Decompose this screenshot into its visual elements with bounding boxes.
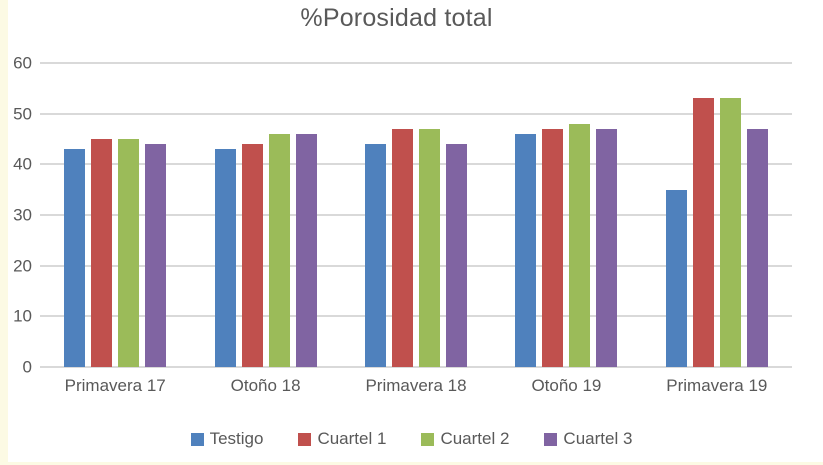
bar-cuartel-2-otoño-19 (569, 123, 591, 367)
legend-item-cuartel-1: Cuartel 1 (298, 429, 386, 449)
legend: Testigo Cuartel 1 Cuartel 2 Cuartel 3 (0, 429, 823, 449)
legend-label-cuartel-3: Cuartel 3 (563, 429, 633, 448)
y-axis: 0 10 20 30 40 50 60 (0, 55, 32, 376)
legend-swatch-cuartel-2 (421, 432, 435, 446)
bar-cuartel-3-otoño-18 (295, 133, 317, 367)
bar-cuartel-3-primavera-19 (746, 128, 768, 367)
y-tick-label-60: 60 (13, 53, 32, 73)
gridline-10 (40, 315, 792, 318)
y-tick-label-20: 20 (13, 256, 32, 276)
bar-cuartel-2-primavera-17 (118, 139, 140, 367)
gridline-0 (40, 366, 792, 368)
gridline-60 (40, 62, 792, 64)
y-tick-label-50: 50 (13, 104, 32, 124)
legend-swatch-testigo (190, 432, 204, 446)
legend-label-cuartel-1: Cuartel 1 (317, 429, 387, 448)
legend-item-testigo: Testigo (190, 429, 264, 449)
worksheet-edge-left (0, 0, 8, 465)
bar-cuartel-2-primavera-19 (719, 98, 741, 367)
legend-item-cuartel-3: Cuartel 3 (544, 429, 632, 449)
gridline-50 (40, 112, 792, 115)
bar-group-primavera-19 (642, 63, 792, 367)
bar-cuartel-2-otoño-18 (268, 133, 290, 367)
y-tick-label-10: 10 (13, 306, 32, 326)
bar-group-otoño-19 (491, 63, 641, 367)
y-tick-label-0: 0 (22, 357, 32, 377)
bar-cuartel-3-otoño-19 (596, 128, 618, 367)
bar-cuartel-3-primavera-18 (446, 144, 468, 367)
chart-title: %Porosidad total (300, 4, 493, 32)
worksheet-edge-bottom (0, 462, 823, 465)
bar-group-primavera-18 (341, 63, 491, 367)
x-category-label-otoño-19: Otoño 19 (531, 376, 602, 395)
legend-label-testigo: Testigo (209, 429, 264, 448)
plot-area (40, 63, 792, 367)
legend-swatch-cuartel-1 (298, 432, 312, 446)
legend-swatch-cuartel-3 (544, 432, 558, 446)
bar-testigo-otoño-19 (515, 133, 537, 367)
x-category-label-otoño-18: Otoño 18 (230, 376, 301, 395)
bar-cuartel-3-primavera-17 (145, 144, 167, 367)
y-tick-label-30: 30 (13, 205, 32, 225)
bar-group-otoño-18 (190, 63, 340, 367)
bar-cuartel-1-otoño-18 (241, 144, 263, 367)
x-category-label-primavera-19: Primavera 19 (666, 376, 768, 395)
gridlines (40, 62, 792, 368)
legend-label-cuartel-2: Cuartel 2 (440, 429, 510, 448)
y-tick-label-40: 40 (13, 154, 32, 174)
legend-item-cuartel-2: Cuartel 2 (421, 429, 509, 449)
bar-cuartel-1-primavera-18 (392, 128, 414, 367)
bar-cuartel-1-primavera-19 (692, 98, 714, 367)
bar-group-primavera-17 (40, 63, 190, 367)
bar-cuartel-1-primavera-17 (91, 139, 113, 367)
bar-cuartel-1-otoño-19 (542, 128, 564, 367)
x-category-label-primavera-18: Primavera 18 (365, 376, 467, 395)
bar-testigo-otoño-18 (214, 149, 236, 367)
bar-testigo-primavera-17 (64, 149, 86, 367)
bar-cuartel-2-primavera-18 (419, 128, 441, 367)
x-category-label-primavera-17: Primavera 17 (64, 376, 166, 395)
gridline-30 (40, 214, 792, 216)
x-axis: Primavera 17 Otoño 18 Primavera 18 Otoño 19… (40, 376, 792, 396)
gridline-40 (40, 163, 792, 166)
gridline-20 (40, 264, 792, 267)
bar-testigo-primavera-19 (665, 189, 687, 367)
bar-testigo-primavera-18 (365, 144, 387, 367)
